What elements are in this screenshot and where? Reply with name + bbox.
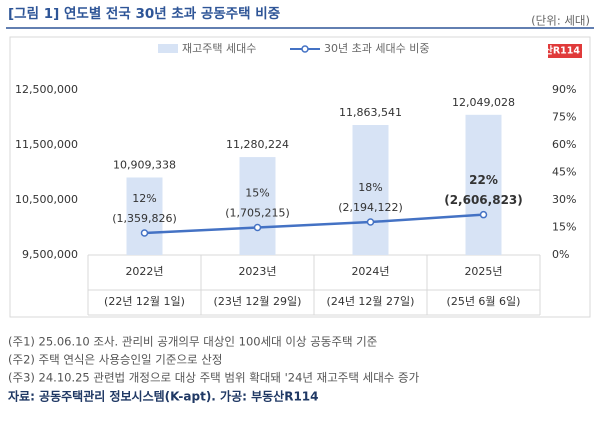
x-sub-label: (24년 12월 27일) [327, 294, 415, 308]
line-marker [479, 210, 488, 219]
bar-value-label: 11,863,541 [339, 106, 402, 119]
note: (주3) 24.10.25 관련법 개정으로 대상 주택 범위 확대돼 '24년… [8, 371, 420, 385]
y2-tick-label: 90% [552, 83, 576, 96]
bar-value-label: 12,049,028 [452, 96, 515, 109]
x-tick-label: 2025년 [464, 265, 502, 278]
bar-value-label: 11,280,224 [226, 138, 289, 151]
line-value-label: 12% [132, 192, 156, 205]
note: (주1) 25.06.10 조사. 관리비 공개의무 대상인 100세대 이상 … [8, 335, 377, 349]
x-sub-label: (22년 12월 1일) [104, 294, 185, 308]
y2-tick-label: 75% [552, 111, 576, 124]
count-label: (1,705,215) [225, 207, 290, 220]
line-value-label: 15% [245, 187, 269, 200]
bar [239, 157, 276, 255]
y-tick-label: 11,500,000 [15, 138, 78, 151]
x-tick-label: 2023년 [238, 265, 276, 278]
bar-value-label: 10,909,338 [113, 158, 176, 171]
line-value-label: 18% [358, 181, 382, 194]
y2-tick-label: 60% [552, 138, 576, 151]
y-tick-label: 12,500,000 [15, 83, 78, 96]
y2-tick-label: 30% [552, 193, 576, 206]
legend-swatch [301, 45, 309, 53]
bar [352, 125, 389, 255]
count-label: (2,606,823) [444, 193, 523, 207]
legend-swatch [158, 44, 178, 53]
bar [126, 177, 163, 255]
count-label: (2,194,122) [338, 201, 403, 214]
brand-box [548, 44, 582, 58]
x-tick-label: 2024년 [351, 265, 389, 278]
y-tick-label: 10,500,000 [15, 193, 78, 206]
source: 자료: 공동주택관리 정보시스템(K-apt). 가공: 부동산R114 [8, 389, 319, 404]
x-tick-label: 2022년 [125, 265, 163, 278]
line-marker [140, 229, 149, 237]
x-sub-label: (23년 12월 29일) [214, 294, 302, 308]
legend-label: 30년 초과 세대수 비중 [324, 42, 429, 55]
y-tick-label: 9,500,000 [22, 248, 78, 261]
line [144, 213, 484, 235]
brand: 부동산R114 [527, 45, 581, 57]
note: (주2) 주택 연식은 사용승인일 기준으로 산정 [8, 353, 222, 367]
y2-tick-label: 45% [552, 166, 576, 179]
chart-frame [9, 36, 591, 318]
chart-title: [그림 1] 연도별 전국 30년 초과 공동주택 비중 [8, 5, 280, 22]
bar [465, 114, 502, 255]
unit: (단위: 세대) [531, 14, 590, 28]
legend-label: 재고주택 세대수 [182, 42, 256, 55]
y2-tick-label: 15% [552, 221, 576, 234]
line-marker [366, 218, 375, 226]
line-value-label: 22% [469, 173, 498, 187]
y2-tick-label: 0% [552, 248, 569, 261]
line-marker [253, 223, 262, 232]
count-label: (1,359,826) [112, 212, 177, 225]
x-sub-label: (25년 6월 6일) [447, 294, 521, 308]
